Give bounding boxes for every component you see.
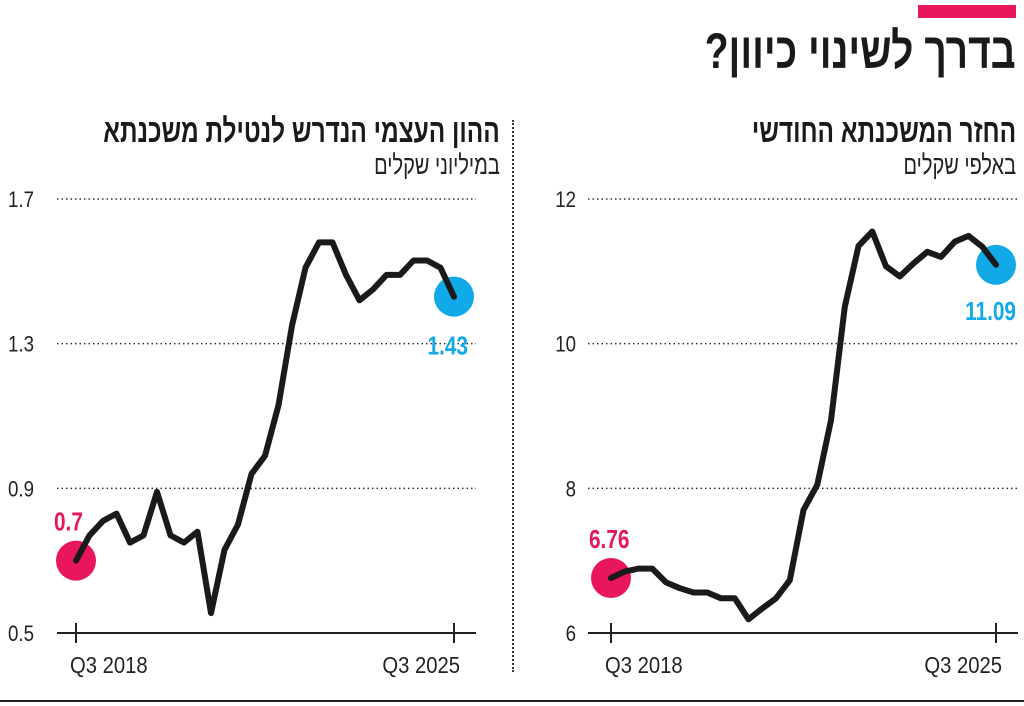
start-value-label: 0.7 — [54, 507, 83, 536]
y-tick-label: 12 — [555, 189, 576, 213]
x-tick-label: Q3 2018 — [605, 652, 683, 679]
end-value-label: 1.43 — [428, 331, 468, 360]
start-value-label: 6.76 — [589, 525, 629, 554]
chart-subtitle-monthly-payment: באלפי שקלים — [903, 150, 1016, 180]
x-tick-label: Q3 2025 — [382, 652, 460, 679]
x-tick-label: Q3 2018 — [70, 652, 148, 679]
chart-title-monthly-payment: החזר המשכנתא החודשי — [751, 112, 1016, 149]
y-tick-label: 1.7 — [8, 189, 34, 213]
y-tick-label: 1.3 — [8, 333, 34, 357]
chart-subtitle-equity: במיליוני שקלים — [374, 150, 500, 180]
accent-bar — [918, 5, 1016, 18]
data-line — [608, 228, 999, 623]
end-value-label: 11.09 — [965, 297, 1016, 326]
data-line — [73, 239, 457, 617]
y-tick-label: 0.9 — [8, 478, 34, 502]
x-tick-label: Q3 2025 — [924, 652, 1002, 679]
y-tick-label: 6 — [566, 623, 576, 647]
page-title: בדרך לשינוי כיוון? — [704, 23, 1016, 79]
chart-title-equity: ההון העצמי הנדרש לנטילת משכנתא — [103, 112, 500, 149]
chart-divider — [512, 120, 514, 672]
y-tick-label: 10 — [555, 333, 576, 357]
y-tick-label: 8 — [566, 478, 576, 502]
y-tick-label: 0.5 — [8, 623, 34, 647]
bottom-rule — [0, 700, 1024, 702]
